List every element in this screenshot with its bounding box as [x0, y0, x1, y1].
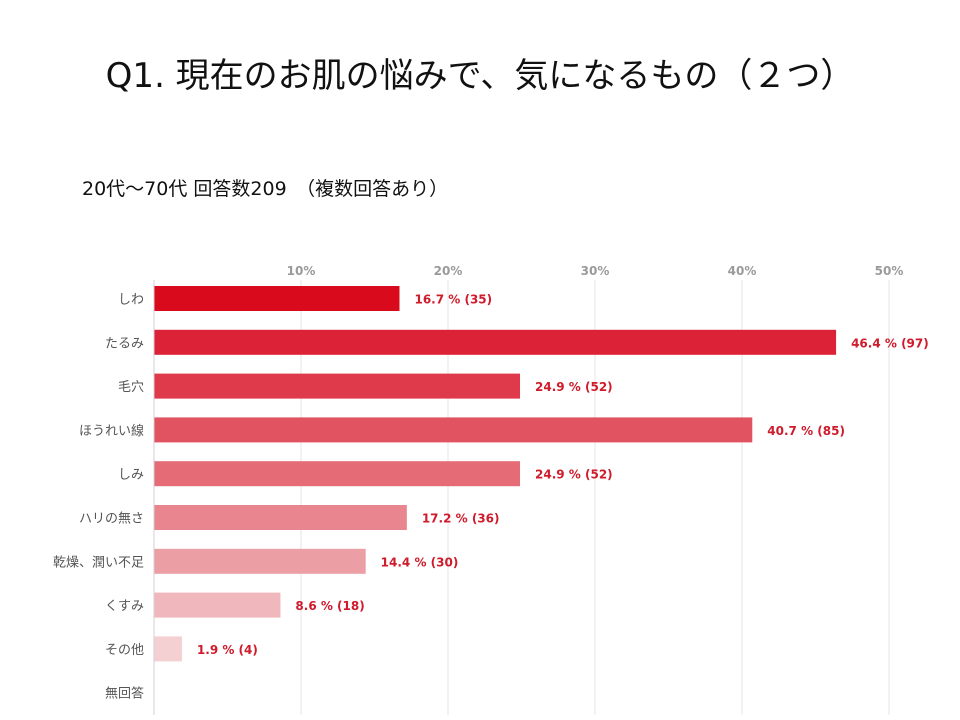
data-label: 46.4 % (97) — [851, 336, 929, 350]
bar — [154, 417, 753, 443]
x-tick-label: 50% — [875, 264, 904, 278]
x-tick-label: 20% — [434, 264, 463, 278]
data-label: 16.7 % (35) — [414, 293, 492, 307]
category-label: しわ — [118, 293, 144, 308]
category-label: ハリの無さ — [79, 512, 144, 527]
category-label: 乾燥、潤い不足 — [53, 555, 144, 570]
x-tick-label: 30% — [581, 264, 610, 278]
bar — [154, 636, 182, 662]
data-label: 40.7 % (85) — [767, 424, 845, 438]
data-label: 14.4 % (30) — [381, 555, 459, 569]
x-axis-ticks: 10% 20% 30% 40% 50% — [287, 264, 904, 278]
category-label: しみ — [118, 468, 144, 483]
bar — [154, 461, 521, 487]
x-tick-label: 10% — [287, 264, 316, 278]
bar — [154, 548, 366, 574]
bar — [154, 373, 521, 399]
bar — [154, 286, 400, 311]
category-label: その他 — [105, 643, 144, 658]
data-label: 8.6 % (18) — [295, 599, 364, 613]
category-label: くすみ — [105, 599, 144, 614]
data-label: 24.9 % (52) — [535, 380, 613, 394]
bars: しわ 16.7 % (35) たるみ 46.4 % (97) 毛穴 24.9 % (52)… — [53, 286, 929, 702]
slide-title: Q1. 現在のお肌の悩みで、気になるもの（２つ） — [105, 56, 855, 96]
category-label: 毛穴 — [118, 380, 144, 395]
bar — [154, 329, 837, 355]
data-label: 17.2 % (36) — [422, 512, 500, 526]
bar — [154, 592, 281, 618]
x-tick-label: 40% — [728, 264, 757, 278]
category-label: 無回答 — [105, 686, 144, 702]
data-label: 1.9 % (4) — [197, 643, 258, 657]
category-label: ほうれい線 — [79, 423, 144, 439]
data-label: 24.9 % (52) — [535, 468, 613, 482]
bar — [154, 505, 407, 530]
category-label: たるみ — [105, 336, 144, 351]
slide-subtitle: 20代～70代 回答数209 （複数回答あり） — [82, 178, 449, 200]
